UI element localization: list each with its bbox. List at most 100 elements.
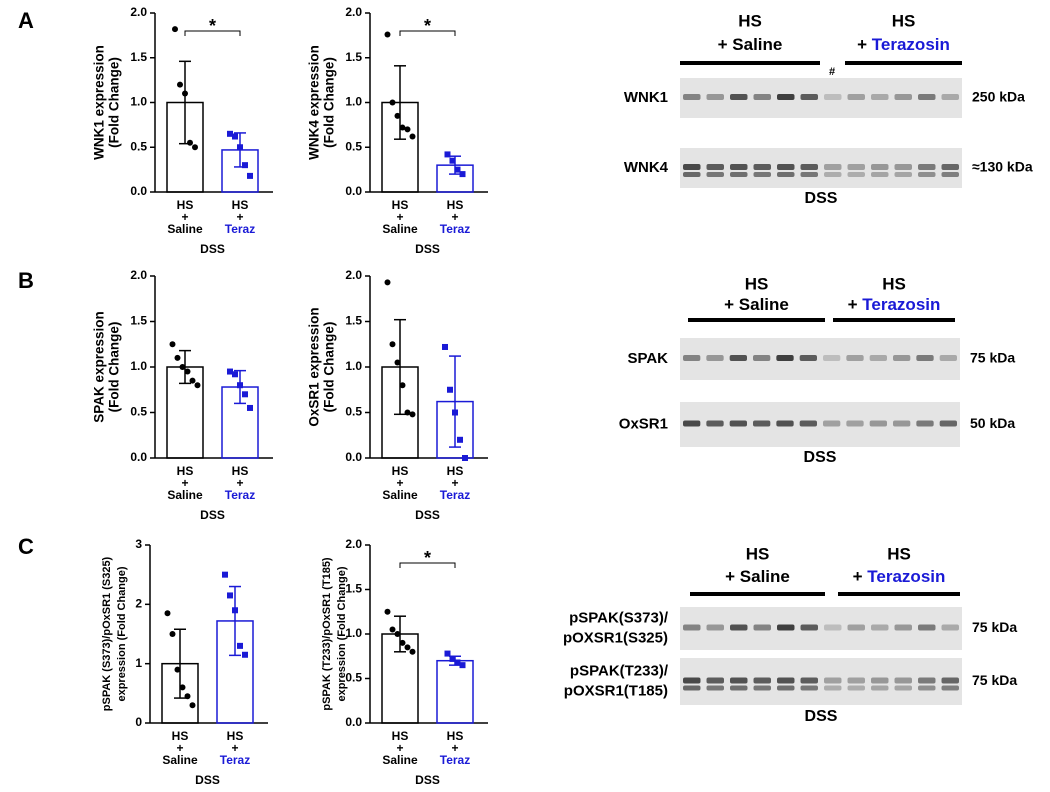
blot-band bbox=[847, 685, 865, 691]
blot-band bbox=[799, 355, 817, 361]
data-point bbox=[384, 279, 391, 286]
blot-band bbox=[941, 172, 959, 177]
data-point bbox=[189, 702, 196, 709]
data-point bbox=[179, 684, 186, 691]
data-point bbox=[447, 386, 453, 393]
blot-band bbox=[939, 420, 957, 427]
x-tick-label: + bbox=[181, 210, 188, 224]
data-point bbox=[457, 436, 463, 443]
blot-band bbox=[918, 685, 936, 691]
blot-size-label: 50 kDa bbox=[970, 415, 1015, 431]
blot-band bbox=[706, 420, 724, 427]
blot-band bbox=[871, 677, 889, 684]
blot-group-title: HS bbox=[882, 274, 906, 293]
y-tick-label: 2.0 bbox=[130, 5, 147, 19]
y-axis-label: (Fold Change) bbox=[107, 322, 122, 413]
blot-band bbox=[706, 355, 724, 361]
blot-band bbox=[871, 685, 889, 691]
x-tick-label: + bbox=[181, 476, 188, 490]
blot-row-label: WNK1 bbox=[624, 89, 668, 106]
blot-band bbox=[824, 677, 842, 684]
y-tick-label: 0 bbox=[135, 715, 142, 729]
data-point bbox=[169, 631, 176, 637]
data-point bbox=[404, 644, 411, 651]
y-tick-label: 1.5 bbox=[345, 314, 362, 328]
blot-footer: DSS bbox=[804, 449, 837, 466]
blot-band bbox=[941, 624, 959, 631]
y-tick-label: 3 bbox=[135, 537, 142, 551]
data-point bbox=[164, 610, 171, 617]
y-tick-label: 1.5 bbox=[130, 314, 147, 328]
blot-band bbox=[894, 94, 912, 100]
blot-row-label: WNK4 bbox=[624, 159, 669, 176]
y-tick-label: 1 bbox=[135, 656, 142, 670]
data-point bbox=[404, 409, 411, 416]
blot-band bbox=[847, 677, 865, 684]
blot-group-plus: + bbox=[848, 295, 858, 314]
blot-band bbox=[918, 94, 936, 100]
blot-band bbox=[824, 685, 842, 691]
blot-band bbox=[800, 94, 818, 100]
x-tick-label: HS bbox=[392, 198, 409, 212]
x-tick-label: Saline bbox=[382, 753, 418, 767]
blot-size-label: 75 kDa bbox=[972, 619, 1017, 635]
blot-band bbox=[846, 355, 864, 361]
x-tick-label: HS bbox=[392, 464, 409, 478]
data-point bbox=[187, 139, 193, 146]
data-point bbox=[169, 341, 176, 348]
y-tick-label: 1.0 bbox=[130, 359, 147, 373]
data-point bbox=[389, 341, 396, 348]
blot-band bbox=[871, 164, 889, 170]
x-tick-label: HS bbox=[447, 198, 464, 212]
blot-group-plus: + bbox=[853, 567, 863, 586]
data-point bbox=[399, 639, 406, 646]
x-tick-label: HS bbox=[392, 729, 409, 743]
blot-band bbox=[893, 355, 911, 361]
y-tick-label: 0.5 bbox=[345, 405, 362, 419]
blot-group-title: HS bbox=[738, 11, 762, 30]
x-tick-label: Saline bbox=[162, 753, 198, 767]
y-axis-label: (Fold Change) bbox=[107, 57, 122, 148]
x-tick-label: Teraz bbox=[225, 222, 255, 236]
blot-group-name-text: Terazosin bbox=[867, 567, 945, 586]
data-point bbox=[449, 157, 456, 164]
blot-footer: DSS bbox=[805, 190, 838, 207]
blot-band bbox=[800, 677, 818, 684]
y-tick-label: 0.5 bbox=[130, 405, 147, 419]
blot-band bbox=[729, 355, 747, 361]
y-tick-label: 1.0 bbox=[345, 95, 362, 109]
y-axis-label: expression (Fold Change) bbox=[116, 566, 128, 701]
blot-band bbox=[730, 677, 748, 684]
blot-group-plus: + bbox=[725, 567, 735, 586]
blot-group-name: + Saline bbox=[718, 35, 783, 54]
blot-band bbox=[918, 172, 936, 177]
blot-row-label: pOXSR1(T185) bbox=[564, 682, 668, 699]
data-point bbox=[399, 124, 406, 131]
blot-band bbox=[894, 164, 912, 170]
panel-label: B bbox=[18, 268, 34, 293]
x-tick-label: Teraz bbox=[440, 222, 470, 236]
x-tick-label: + bbox=[396, 476, 403, 490]
blot-band bbox=[847, 164, 865, 170]
blot-band bbox=[683, 355, 701, 361]
y-axis-label: (Fold Change) bbox=[322, 57, 337, 148]
y-tick-label: 0.0 bbox=[130, 450, 147, 464]
y-tick-label: 2.0 bbox=[130, 268, 147, 282]
data-point bbox=[242, 651, 248, 658]
blot-band bbox=[824, 94, 842, 100]
x-tick-label: + bbox=[451, 741, 458, 755]
blot-image bbox=[680, 658, 962, 705]
data-point bbox=[409, 648, 416, 655]
data-point bbox=[404, 126, 411, 133]
data-point bbox=[242, 162, 248, 169]
data-point bbox=[459, 662, 466, 669]
blot-band bbox=[871, 624, 889, 631]
blot-band bbox=[753, 685, 771, 691]
blot-row-label: pOXSR1(S325) bbox=[563, 629, 668, 646]
blot-size-label: ≈130 kDa bbox=[972, 159, 1033, 175]
x-tick-label: + bbox=[396, 210, 403, 224]
blot-band bbox=[753, 172, 771, 177]
blot-band bbox=[894, 172, 912, 177]
blot-band bbox=[777, 172, 795, 177]
bar bbox=[436, 659, 474, 724]
